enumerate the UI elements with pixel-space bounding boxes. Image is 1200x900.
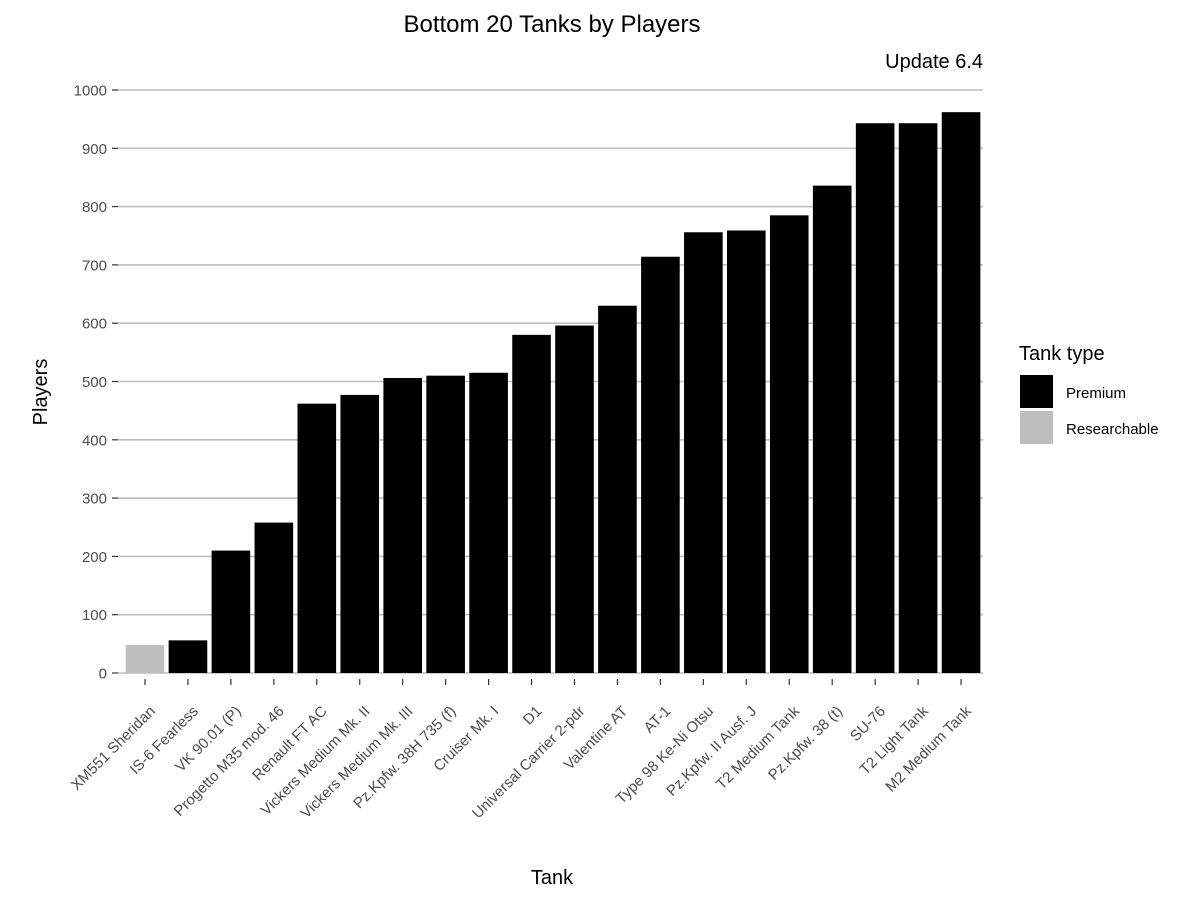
y-tick-label: 400 <box>82 432 107 449</box>
bar <box>168 640 208 673</box>
legend-label-premium: Premium <box>1066 385 1126 402</box>
legend-swatch-premium <box>1020 375 1053 408</box>
x-tick-label: AT-1 <box>641 703 675 737</box>
legend: Tank type Premium Researchable <box>1019 343 1159 444</box>
chart-title: Bottom 20 Tanks by Players <box>403 11 700 38</box>
bar <box>898 123 938 673</box>
y-tick-label: 200 <box>82 549 107 566</box>
bar <box>125 645 165 673</box>
bar <box>727 230 766 674</box>
y-tick-label: 600 <box>82 316 107 333</box>
bar <box>297 403 337 673</box>
x-tick-label: SU-76 <box>847 703 889 745</box>
legend-title: Tank type <box>1019 343 1105 365</box>
bar <box>555 325 594 673</box>
bar <box>598 305 637 673</box>
legend-label-researchable: Researchable <box>1066 421 1159 438</box>
bar <box>340 394 380 673</box>
y-axis-ticks: 0 100 200 300 400 500 600 700 800 900 1000 <box>74 83 118 683</box>
x-tick-label: Renault FT AC <box>249 703 331 785</box>
x-axis-title: Tank <box>531 867 574 889</box>
bar <box>769 215 809 673</box>
bar <box>469 372 508 673</box>
bar <box>641 256 680 673</box>
y-tick-label: 700 <box>82 257 107 274</box>
y-tick-label: 300 <box>82 491 107 508</box>
bar <box>941 112 981 674</box>
y-tick-label: 800 <box>82 199 107 216</box>
chart-subtitle: Update 6.4 <box>885 51 983 73</box>
bar <box>684 232 723 673</box>
y-tick-label: 1000 <box>74 83 107 100</box>
x-tick-label: D1 <box>520 703 546 729</box>
bar <box>211 550 251 673</box>
x-tick-label: Pz.Kpfw. 38 (t) <box>765 703 846 784</box>
bar <box>512 334 551 673</box>
y-axis-title: Players <box>30 359 52 426</box>
y-tick-label: 100 <box>82 607 107 624</box>
y-tick-label: 900 <box>82 141 107 158</box>
y-tick-label: 0 <box>99 666 107 683</box>
bar <box>254 522 294 673</box>
bar <box>426 375 465 673</box>
legend-swatch-researchable <box>1020 411 1053 444</box>
bar <box>855 123 895 673</box>
bar <box>812 185 852 673</box>
bar <box>383 378 422 673</box>
bars <box>125 112 981 674</box>
y-tick-label: 500 <box>82 374 107 391</box>
